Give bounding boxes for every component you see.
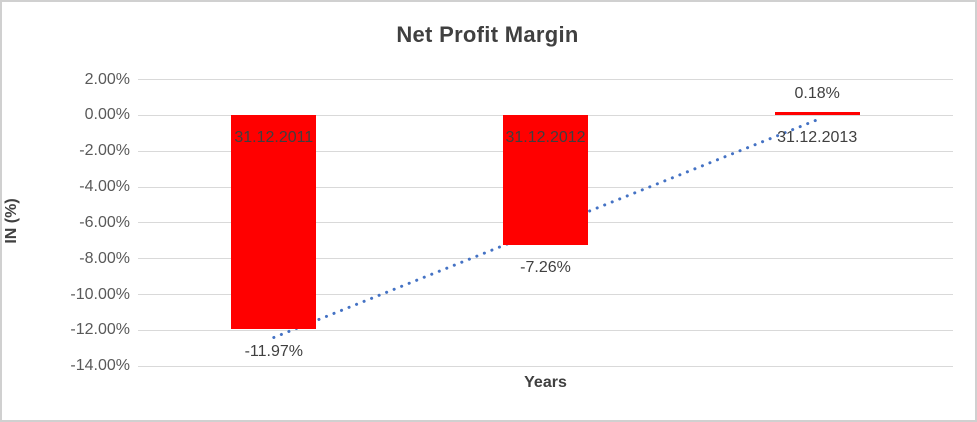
bar-31.12.2012	[503, 114, 588, 245]
y-axis-tick-label: -12.00%	[70, 321, 130, 339]
bar-31.12.2013	[774, 111, 860, 115]
value-label: 0.18%	[794, 84, 840, 102]
value-label: -7.26%	[520, 258, 571, 276]
gridline	[138, 79, 953, 80]
chart-title: Net Profit Margin	[396, 22, 579, 47]
y-axis-tick-label: 2.00%	[84, 70, 130, 88]
y-axis-tick-label: -2.00%	[79, 142, 130, 160]
gridline	[138, 329, 953, 331]
y-axis-tick-label: 0.00%	[84, 106, 130, 124]
y-axis-tick-label: -4.00%	[79, 178, 130, 195]
gridline	[138, 258, 953, 260]
y-axis-tick-label: -14.00%	[70, 357, 130, 375]
value-label: -11.97%	[244, 343, 303, 361]
x-axis-title: Years	[524, 374, 567, 391]
y-axis-tick-label: -6.00%	[79, 213, 130, 231]
category-label: 31.12.2013	[777, 128, 858, 146]
category-label: 31.12.2011	[234, 128, 314, 146]
category-label: 31.12.2012	[505, 128, 586, 146]
gridline	[138, 365, 953, 367]
y-axis-tick-label: -10.00%	[70, 285, 130, 303]
bar-31.12.2011	[231, 114, 317, 330]
gridline	[138, 294, 953, 295]
y-axis-tick-label: -8.00%	[79, 249, 130, 267]
